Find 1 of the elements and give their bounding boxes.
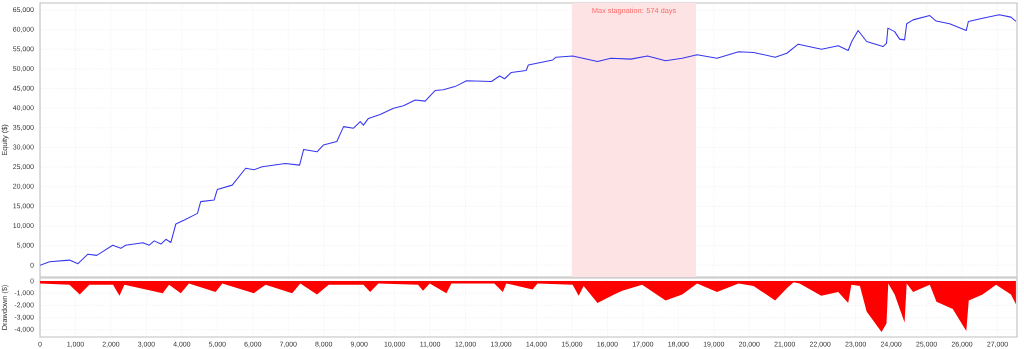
line-series — [40, 14, 1017, 266]
